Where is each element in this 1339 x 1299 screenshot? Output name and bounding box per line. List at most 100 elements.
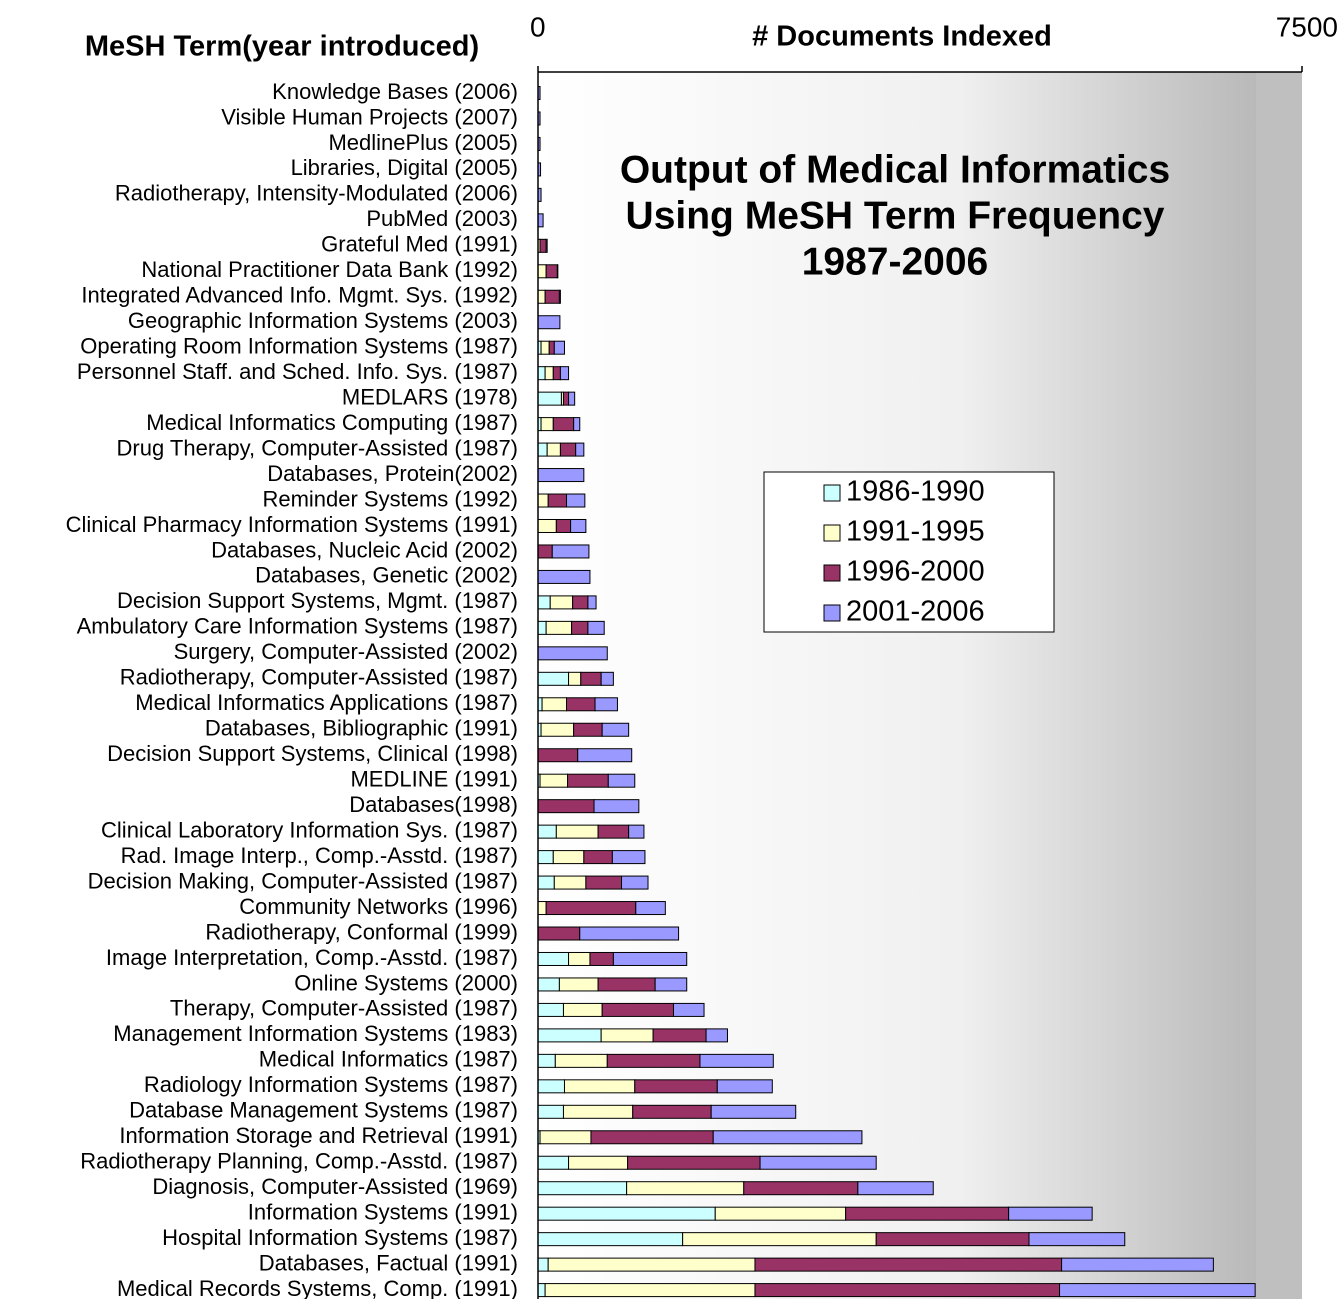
bar-segment	[705, 1028, 728, 1043]
bar-segment	[1061, 1257, 1214, 1272]
x-axis-title: # Documents Indexed	[752, 21, 1052, 53]
bar-segment	[714, 1206, 847, 1221]
y-tick-label: Online Systems (2000)	[294, 970, 518, 995]
bar-segment	[540, 722, 575, 737]
bar-segment	[635, 901, 666, 916]
bar-segment	[551, 544, 590, 559]
bar-segment	[627, 1155, 761, 1170]
bar-segment	[537, 824, 557, 839]
bar-segment	[716, 1079, 773, 1094]
bar-segment	[568, 671, 582, 686]
chart-title-line: 1987-2006	[802, 240, 989, 283]
bar-segment	[587, 620, 605, 635]
bar-segment	[537, 1002, 564, 1017]
y-tick-label: Geographic Information Systems (2003)	[128, 308, 518, 333]
bar-segment	[875, 1232, 1030, 1247]
y-tick-label: Medical Informatics Applications (1987)	[135, 690, 518, 715]
bar-segment	[571, 620, 589, 635]
bar-segment	[552, 366, 561, 381]
y-tick-label: Medical Informatics Computing (1987)	[146, 410, 518, 435]
bar-segment	[540, 340, 550, 355]
bar-segment	[601, 1002, 674, 1017]
bar-segment	[573, 417, 581, 432]
bar-segment	[562, 1002, 603, 1017]
bar-segment	[759, 1155, 877, 1170]
bar-segment	[682, 1232, 877, 1247]
bar-segment	[548, 340, 555, 355]
bar-segment	[541, 697, 568, 712]
bar-segment	[537, 493, 549, 508]
y-tick-label: Management Information Systems (1983)	[113, 1021, 518, 1046]
bar-segment	[579, 926, 680, 941]
bar-segment	[628, 824, 645, 839]
y-tick-label: Grateful Med (1991)	[321, 232, 518, 257]
bar-segment	[537, 850, 554, 865]
bar-segment	[544, 1283, 756, 1298]
y-tick-label: Database Management Systems (1987)	[129, 1098, 518, 1123]
y-tick-label: National Practitioner Data Bank (1992)	[141, 257, 518, 282]
bar-segment	[558, 289, 561, 304]
y-tick-label: MedlinePlus (2005)	[328, 130, 518, 155]
y-tick-label: Medical Informatics (1987)	[259, 1047, 518, 1072]
bar-segment	[537, 646, 608, 661]
y-tick-label: Integrated Advanced Info. Mgmt. Sys. (19…	[81, 283, 518, 308]
bar-segment	[559, 442, 577, 457]
bar-segment	[594, 697, 618, 712]
y-tick-label: Databases, Nucleic Acid (2002)	[211, 537, 518, 562]
bar-segment	[553, 875, 587, 890]
legend: 1986-1990 1991-1995 1996-2000 2001-2006	[763, 471, 1055, 633]
bar-segment	[621, 875, 649, 890]
bar-segment	[566, 493, 586, 508]
y-tick-label: Rad. Image Interp., Comp.-Asstd. (1987)	[121, 843, 518, 868]
bar-segment	[556, 264, 559, 279]
bar-segment	[743, 1181, 859, 1196]
bar-segment	[601, 722, 630, 737]
bar-segment	[537, 671, 570, 686]
bar-segment	[537, 264, 547, 279]
legend-swatch	[823, 564, 841, 582]
y-tick-label: Operating Room Information Systems (1987…	[80, 334, 518, 359]
bar-segment	[568, 391, 576, 406]
bar-segment	[587, 595, 597, 610]
bar-segment	[537, 748, 579, 763]
bar-segment	[590, 1130, 714, 1145]
bar-segment	[559, 366, 570, 381]
bar-segment	[672, 1002, 705, 1017]
y-tick-label: Radiotherapy, Conformal (1999)	[205, 919, 518, 944]
bar-segment	[537, 1104, 564, 1119]
legend-swatch	[823, 484, 841, 502]
bar-segment	[555, 824, 599, 839]
bar-segment	[555, 518, 572, 533]
y-tick-label: Radiotherapy, Intensity-Modulated (2006)	[115, 181, 518, 206]
y-tick-label: Radiotherapy Planning, Comp.-Asstd. (198…	[80, 1149, 518, 1174]
bar-segment	[600, 671, 614, 686]
bar-segment	[607, 773, 636, 788]
y-tick-label: Databases(1998)	[349, 792, 518, 817]
y-tick-label: Visible Human Projects (2007)	[221, 104, 518, 129]
bar-segment	[1028, 1232, 1126, 1247]
y-tick-label: Medical Records Systems, Comp. (1991)	[117, 1276, 518, 1299]
y-tick-label: Clinical Laboratory Information Sys. (19…	[101, 817, 518, 842]
y-tick-label: Hospital Information Systems (1987)	[162, 1225, 518, 1250]
legend-label: 1996-2000	[846, 556, 985, 588]
y-tick-label: Knowledge Bases (2006)	[272, 79, 518, 104]
legend-label: 2001-2006	[846, 596, 985, 628]
chart-title-line: Using MeSH Term Frequency	[626, 194, 1165, 237]
bar-segment	[544, 366, 554, 381]
bar-segment	[568, 951, 591, 966]
y-tick-label: Clinical Pharmacy Information Systems (1…	[66, 512, 518, 537]
chart-title-line: Output of Medical Informatics	[620, 148, 1170, 191]
bar-segment	[553, 340, 565, 355]
y-tick-label: Databases, Bibliographic (1991)	[205, 716, 518, 741]
bar-segment	[563, 1079, 636, 1094]
bar-segment	[552, 850, 585, 865]
y-tick-label: Image Interpretation, Comp.-Asstd. (1987…	[106, 945, 518, 970]
bar-segment	[552, 417, 575, 432]
bar-segment	[654, 977, 688, 992]
y-tick-label: Decision Making, Computer-Assisted (1987…	[88, 868, 518, 893]
bar-segment	[537, 620, 547, 635]
bars	[537, 86, 1256, 1298]
bar-segment	[537, 1206, 716, 1221]
y-tick-label: Community Networks (1996)	[239, 894, 518, 919]
